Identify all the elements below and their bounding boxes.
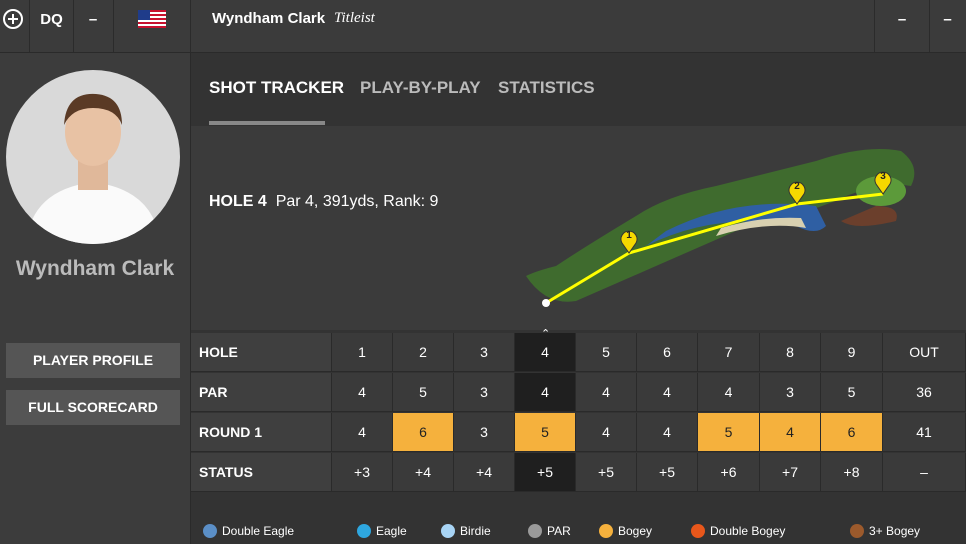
score-cell: 6 [393,413,454,452]
score-cell: 1 [332,333,393,372]
legend-item: PAR [528,524,571,538]
legend-area [191,492,966,544]
player-photo [6,70,180,244]
legend-label: 3+ Bogey [869,524,921,538]
score-cell: +5 [637,453,698,492]
tab[interactable]: STATISTICS [498,78,595,97]
score-cell: 3 [454,373,515,412]
legend-label: Double Bogey [710,524,786,538]
score-cell: 7 [698,333,760,372]
shot-tracker: HOLE 4 Par 4, 391yds, Rank: 9 1 2 3 [191,126,966,330]
score-cell: 6 [637,333,698,372]
tab[interactable]: PLAY-BY-PLAY [360,78,481,97]
us-flag [138,10,166,28]
tab[interactable]: SHOT TRACKER [209,78,345,97]
score-cell: +7 [760,453,821,492]
hole-heading: HOLE 4 Par 4, 391yds, Rank: 9 [209,193,438,211]
score-cell: 36 [883,373,966,412]
score-cell: 4 [637,373,698,412]
score-cell: 4 [515,333,576,372]
shot-pin [620,230,638,254]
top-bar: DQ – Wyndham Clark Titleist – – [0,0,966,53]
score-cell: 4 [698,373,760,412]
legend-item: Eagle [357,524,407,538]
score-cell: 6 [821,413,883,452]
legend-item: Double Eagle [203,524,294,538]
legend-label: Bogey [618,524,653,538]
score-cell: 3 [454,413,515,452]
score-cell: 5 [576,333,637,372]
score-cell: 4 [576,413,637,452]
score-cell: 4 [515,373,576,412]
score-cell: 41 [883,413,966,452]
legend-item: 3+ Bogey [850,524,920,538]
legend-label: Birdie [460,524,491,538]
legend-dot [691,524,705,538]
legend-dot [203,524,217,538]
legend-item: Bogey [599,524,652,538]
score: – [73,0,114,52]
flag-cell [114,0,191,52]
right-cell: – [874,0,930,52]
score-cell: 5 [698,413,760,452]
row-label: ROUND 1 [191,413,332,452]
score-cell: 5 [821,373,883,412]
score-cell: OUT [883,333,966,372]
legend-label: PAR [547,524,571,538]
score-cell: 3 [760,373,821,412]
row-label: HOLE [191,333,332,372]
player-profile-button[interactable]: PLAYER PROFILE [6,343,180,378]
legend-label: Eagle [376,524,407,538]
legend-label: Double Eagle [222,524,295,538]
score-cell: 5 [515,413,576,452]
score-cell: +8 [821,453,883,492]
hole-info: Par 4, 391yds, Rank: 9 [275,193,439,210]
player-name: Wyndham Clark [212,10,326,27]
score-cell: 4 [576,373,637,412]
legend-item: Birdie [441,524,491,538]
position: DQ [29,0,74,52]
score-cell: +5 [576,453,637,492]
legend-dot [441,524,455,538]
row-label: PAR [191,373,332,412]
score-cell: +5 [515,453,576,492]
score-cell: +4 [393,453,454,492]
hole-label: HOLE 4 [209,193,267,210]
score-cell: +4 [454,453,515,492]
shot-number: 1 [626,230,632,241]
player-name: Wyndham Clark [15,257,175,280]
score-cell: – [883,453,966,492]
legend-item: Double Bogey [691,524,785,538]
score-cell: 2 [393,333,454,372]
right-cell: – [943,11,952,28]
hole-map: 1 2 3 [526,148,915,307]
row-label: STATUS [191,453,332,492]
score-cell: 4 [760,413,821,452]
legend-dot [850,524,864,538]
legend-dot [599,524,613,538]
score-cell: 3 [454,333,515,372]
current-hole-caret: ⌃ [541,328,551,340]
shot-number: 3 [880,171,886,182]
tab-underline [209,121,325,125]
shot-pin [874,171,892,195]
full-scorecard-button[interactable]: FULL SCORECARD [6,390,180,425]
legend-dot [528,524,542,538]
score-cell: +6 [698,453,760,492]
score-cell: 4 [332,373,393,412]
score-cell: +3 [332,453,393,492]
player-panel: Wyndham Clark PLAYER PROFILE FULL SCOREC… [0,53,191,544]
add-icon[interactable] [2,8,24,30]
score-cell: 4 [332,413,393,452]
legend-dot [357,524,371,538]
score-cell: 9 [821,333,883,372]
score-cell: 4 [637,413,698,452]
shot-number: 2 [794,181,800,192]
sponsor: Titleist [334,10,375,26]
score-cell: 5 [393,373,454,412]
score-cell: 8 [760,333,821,372]
shot-pin [788,181,806,205]
